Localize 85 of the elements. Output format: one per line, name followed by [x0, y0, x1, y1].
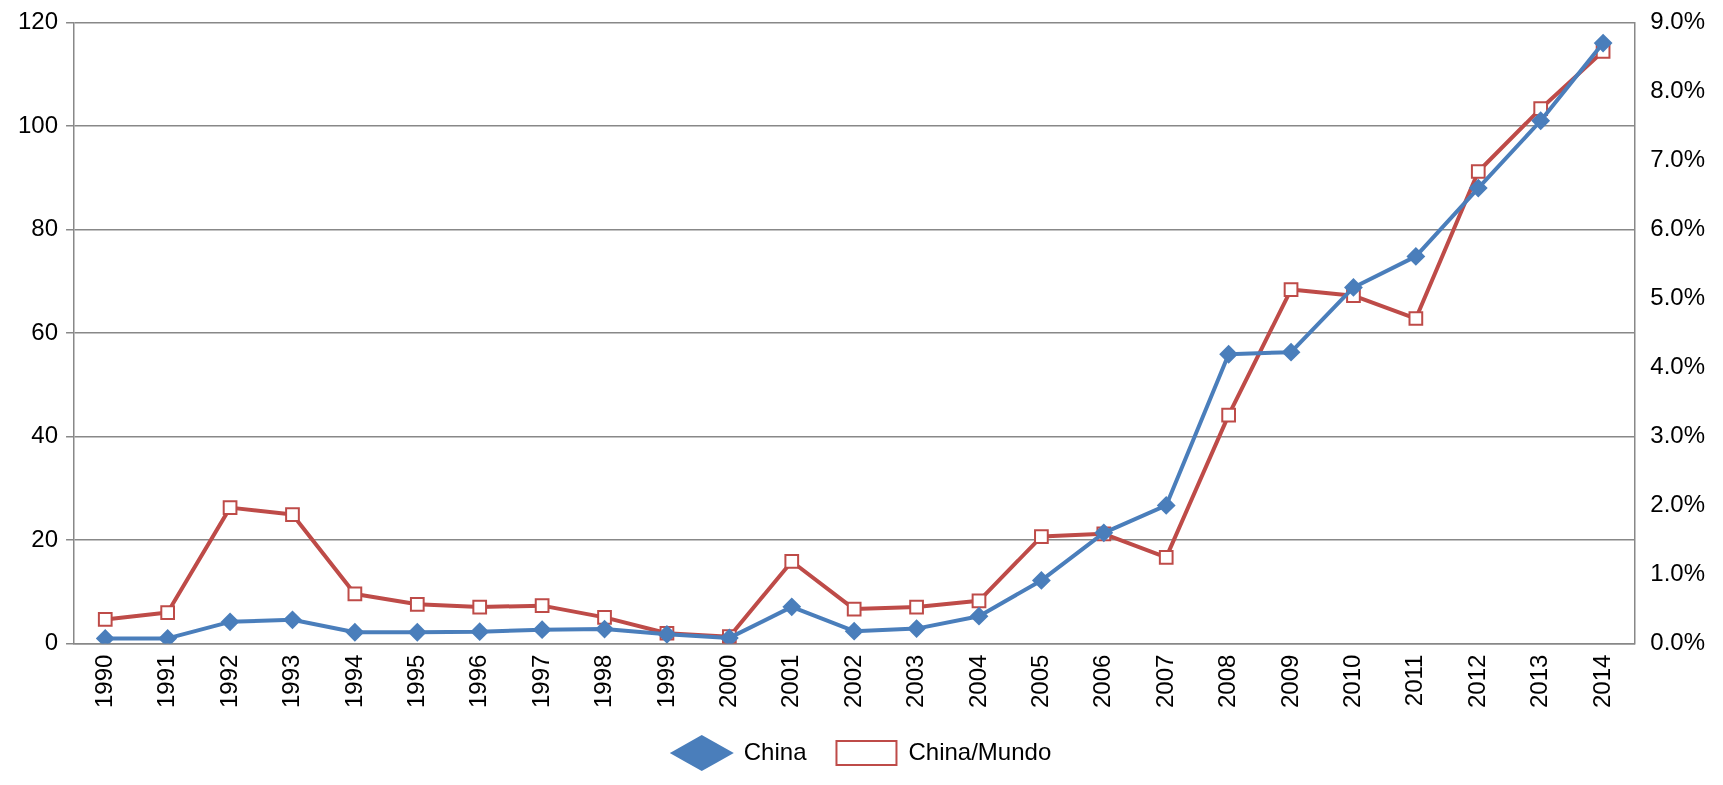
- x-tick-label: 2012: [1462, 654, 1490, 708]
- point: [1469, 179, 1488, 198]
- legend-label: China: [743, 737, 808, 765]
- x-tick-label: 1991: [152, 654, 180, 708]
- y-tick-label: 120: [18, 7, 59, 35]
- point: [1408, 311, 1424, 326]
- point: [907, 619, 926, 638]
- y2-tick-label: 2.0%: [1650, 490, 1705, 518]
- point: [221, 612, 240, 631]
- point: [97, 612, 113, 627]
- y-tick-label: 60: [31, 317, 59, 345]
- x-tick-label: 2001: [776, 654, 804, 708]
- point: [784, 554, 800, 569]
- y2-tick-label: 0.0%: [1650, 628, 1705, 656]
- x-tick-label: 2014: [1587, 654, 1615, 708]
- point: [345, 623, 364, 642]
- point: [845, 622, 864, 641]
- y2-tick-label: 1.0%: [1650, 559, 1705, 587]
- y-tick-label: 0: [44, 628, 59, 656]
- point: [285, 507, 300, 522]
- point: [971, 593, 987, 609]
- point: [1594, 34, 1613, 53]
- x-tick-label: 1992: [214, 654, 242, 708]
- y-tick-label: 20: [31, 524, 59, 552]
- point: [1406, 247, 1425, 266]
- point: [1531, 111, 1550, 130]
- x-tick-label: 2003: [901, 654, 929, 708]
- point: [283, 610, 302, 629]
- point: [1283, 282, 1299, 297]
- y2-tick-label: 3.0%: [1650, 421, 1705, 449]
- x-tick-label: 2010: [1338, 654, 1366, 708]
- point: [408, 623, 427, 642]
- y2-tick-label: 6.0%: [1650, 214, 1705, 242]
- point: [969, 607, 988, 626]
- point: [222, 500, 238, 515]
- point: [347, 586, 363, 602]
- x-tick-label: 2002: [838, 654, 866, 708]
- x-tick-label: 1999: [651, 654, 679, 708]
- point: [160, 605, 176, 620]
- point: [533, 620, 552, 639]
- y2-tick-label: 4.0%: [1650, 352, 1705, 380]
- x-tick-label: 2011: [1400, 654, 1428, 707]
- point: [595, 620, 614, 639]
- x-tick-label: 1998: [589, 654, 617, 708]
- x-tick-label: 2004: [963, 654, 991, 708]
- point: [1470, 164, 1486, 179]
- x-tick-label: 1990: [89, 654, 117, 708]
- point: [1158, 549, 1174, 565]
- point: [1221, 407, 1236, 423]
- point: [409, 596, 425, 612]
- x-tick-label: 1996: [464, 654, 492, 708]
- point: [472, 599, 488, 615]
- y-tick-label: 80: [31, 214, 59, 242]
- x-tick-label: 2006: [1088, 654, 1116, 708]
- point: [597, 610, 612, 625]
- y-tick-label: 100: [18, 110, 59, 138]
- point: [909, 599, 924, 615]
- y-tick-label: 40: [31, 421, 59, 449]
- point: [1282, 343, 1301, 362]
- point: [846, 601, 862, 617]
- y2-tick-label: 8.0%: [1650, 76, 1705, 104]
- x-tick-label: 1995: [401, 654, 429, 708]
- point: [782, 597, 801, 616]
- point: [1219, 345, 1238, 364]
- x-tick-label: 2009: [1275, 654, 1303, 708]
- point: [1344, 278, 1363, 297]
- y2-tick-label: 9.0%: [1650, 7, 1705, 35]
- point: [96, 629, 115, 644]
- point: [1157, 496, 1176, 515]
- point: [1034, 529, 1049, 544]
- point: [158, 629, 177, 644]
- x-tick-label: 2008: [1213, 654, 1241, 708]
- x-tick-label: 1997: [526, 654, 554, 708]
- x-tick-label: 1994: [339, 654, 367, 708]
- y2-tick-label: 7.0%: [1650, 145, 1705, 173]
- y2-tick-label: 5.0%: [1650, 283, 1705, 311]
- point: [534, 598, 550, 614]
- x-tick-label: 1993: [277, 654, 305, 708]
- x-tick-label: 2005: [1026, 654, 1054, 708]
- x-tick-label: 2000: [713, 654, 741, 708]
- x-tick-label: 2013: [1525, 654, 1553, 708]
- point: [1032, 571, 1051, 590]
- point: [470, 622, 489, 641]
- x-tick-label: 2007: [1150, 654, 1178, 708]
- legend-label: China/Mundo: [908, 737, 1052, 765]
